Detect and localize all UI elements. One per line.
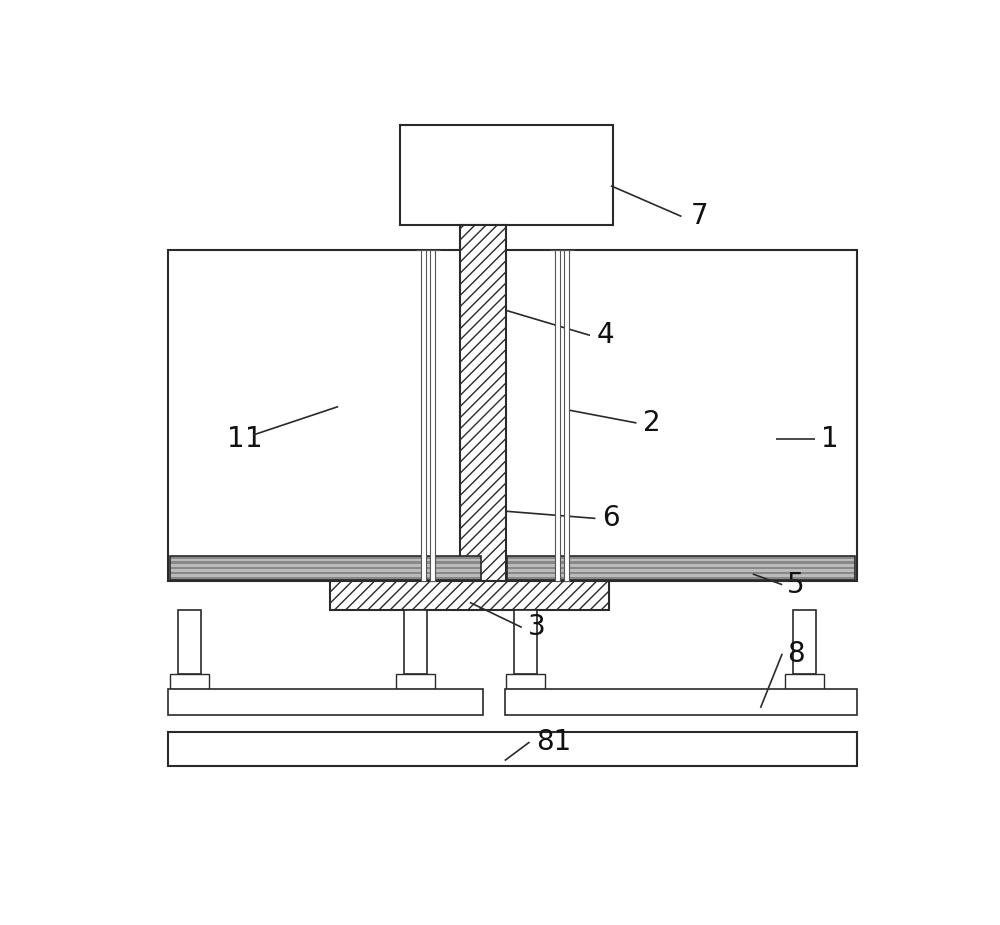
Bar (330, 581, 609, 610)
Bar (460, 225, 506, 581)
Bar (170, 556, 481, 580)
Bar (170, 572, 481, 574)
Bar (168, 732, 857, 766)
Bar (505, 250, 857, 581)
Text: 5: 5 (787, 571, 804, 598)
Bar (170, 556, 481, 559)
Bar (507, 569, 855, 572)
Text: 3: 3 (528, 613, 546, 641)
Text: 1: 1 (245, 425, 263, 452)
Bar (421, 250, 426, 581)
Bar (564, 250, 569, 581)
Bar (793, 610, 816, 673)
Bar (507, 564, 855, 567)
Text: 81: 81 (536, 728, 571, 756)
Bar (514, 610, 537, 673)
Bar (170, 569, 481, 572)
Bar (170, 559, 481, 561)
Bar (507, 556, 855, 559)
Bar (507, 561, 855, 564)
Bar (507, 577, 855, 580)
Text: 2: 2 (643, 409, 660, 437)
Bar (507, 559, 855, 561)
Text: 8: 8 (787, 640, 804, 668)
Bar (507, 574, 855, 577)
Bar (506, 673, 545, 689)
Bar (785, 673, 824, 689)
Bar (505, 689, 857, 715)
Bar (178, 610, 201, 673)
Bar (168, 689, 483, 715)
Bar (396, 673, 435, 689)
Bar (170, 564, 481, 567)
Bar (400, 125, 613, 225)
Bar (404, 610, 427, 673)
Bar (170, 567, 481, 569)
Text: 4: 4 (596, 321, 614, 350)
Text: 1: 1 (228, 425, 245, 452)
Bar (555, 250, 560, 581)
Bar (507, 567, 855, 569)
Bar (430, 250, 435, 581)
Text: 6: 6 (602, 504, 619, 533)
Bar (170, 577, 481, 580)
Bar (507, 556, 855, 580)
Bar (170, 673, 209, 689)
Bar (507, 572, 855, 574)
Bar (168, 250, 483, 581)
Text: 7: 7 (691, 203, 708, 230)
Text: 1: 1 (821, 425, 839, 452)
Bar (170, 574, 481, 577)
Bar (170, 561, 481, 564)
